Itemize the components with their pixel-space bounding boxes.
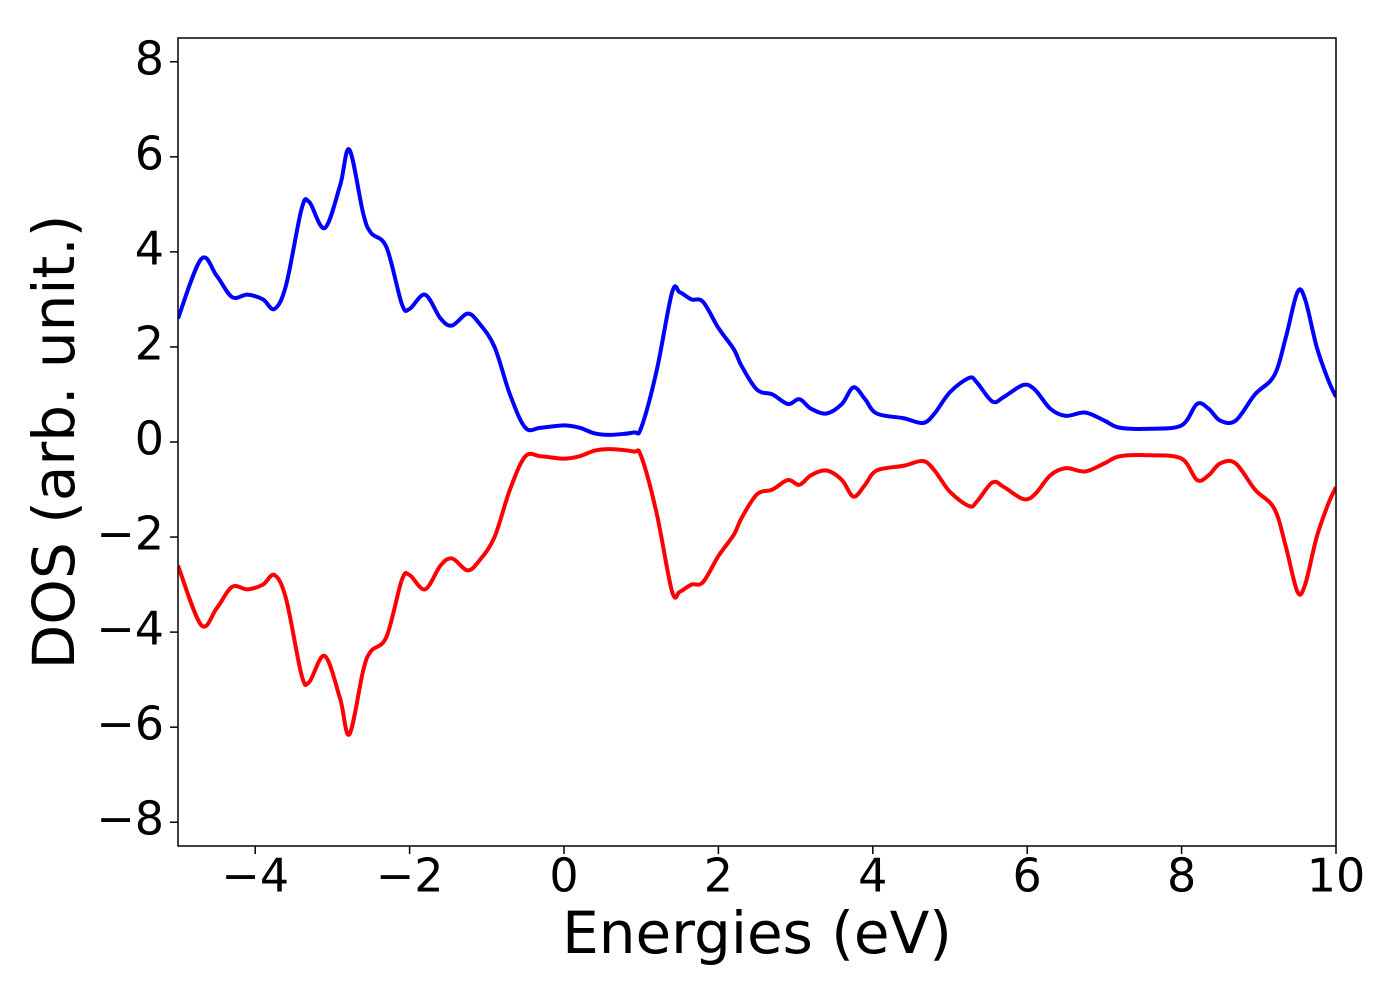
x-tick-label: −4: [221, 849, 289, 903]
y-tick-label: −4: [96, 602, 164, 656]
y-tick-label: 2: [135, 316, 164, 370]
x-tick-label: 10: [1307, 849, 1366, 903]
plot-frame: [177, 37, 1337, 847]
x-axis-label: Energies (eV): [562, 899, 952, 967]
y-tick-label: −6: [96, 697, 164, 751]
x-tick-label: 6: [1013, 849, 1042, 903]
y-tick-label: 8: [135, 31, 164, 85]
x-tick-label: 2: [704, 849, 733, 903]
x-tick-label: 4: [858, 849, 887, 903]
x-tick-label: 8: [1167, 849, 1196, 903]
y-tick-label: 0: [135, 412, 164, 466]
y-tick-label: −8: [96, 792, 164, 846]
y-tick-label: −2: [96, 507, 164, 561]
x-tick-label: −2: [376, 849, 444, 903]
x-tick-label: 0: [549, 849, 578, 903]
series-line: [178, 447, 1336, 737]
y-axis-label: DOS (arb. unit.): [20, 215, 88, 670]
y-tick-label: 6: [135, 126, 164, 180]
series-line: [178, 147, 1336, 437]
y-tick-label: 4: [135, 221, 164, 275]
